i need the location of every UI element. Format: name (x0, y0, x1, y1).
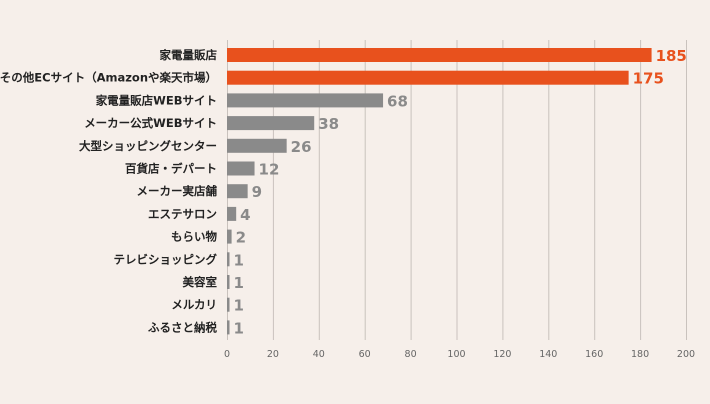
category-label: 美容室 (183, 275, 218, 289)
value-label: 1 (234, 319, 244, 337)
category-label: エステサロン (148, 207, 217, 221)
category-label: メルカリ (171, 298, 217, 312)
x-tick-label: 100 (447, 349, 465, 360)
x-tick-label: 40 (313, 349, 325, 360)
bar-4 (227, 116, 315, 131)
x-tick-label: 140 (539, 349, 557, 360)
bar-2 (227, 70, 629, 85)
category-label: メーカー公式WEBサイト (84, 116, 217, 130)
x-tick-label: 0 (224, 349, 230, 360)
category-label: 家電量販店WEBサイト (96, 93, 217, 107)
bars: 家電量販店 185 その他ECサイト（Amazonや楽天市場） 175 家電量販店WEB… (0, 47, 687, 337)
x-tick-label: 180 (631, 349, 649, 360)
value-label: 38 (318, 115, 339, 133)
x-axis-ticks: 0 20 40 60 80 100 120 140 160 180 200 (224, 349, 695, 360)
x-tick-label: 80 (405, 349, 417, 360)
category-label: その他ECサイト（Amazonや楽天市場） (0, 71, 217, 85)
value-label: 175 (633, 70, 664, 88)
value-label: 1 (234, 297, 244, 315)
bar-6 (227, 161, 255, 176)
gridlines (227, 40, 687, 340)
bar-3 (227, 93, 384, 108)
category-label: 家電量販店 (160, 48, 218, 62)
bar-8 (227, 206, 237, 221)
category-label: メーカー実店舗 (137, 184, 218, 198)
category-label: 百貨店・デパート (125, 162, 217, 176)
value-label: 26 (291, 138, 312, 156)
bar-7 (227, 184, 248, 199)
bar-1 (227, 48, 652, 62)
value-label: 2 (236, 229, 246, 247)
x-tick-label: 120 (493, 349, 511, 360)
x-tick-label: 160 (585, 349, 603, 360)
x-tick-label: 20 (267, 349, 279, 360)
category-label: もらい物 (171, 230, 217, 244)
category-label: ふるさと納税 (148, 320, 217, 334)
bar-10 (227, 252, 230, 267)
value-label: 1 (234, 251, 244, 269)
value-label: 185 (656, 47, 687, 65)
bar-9 (227, 229, 232, 244)
x-tick-label: 60 (359, 349, 371, 360)
category-label: テレビショッピング (114, 252, 218, 266)
category-label: 大型ショッピングセンター (79, 139, 217, 153)
value-label: 4 (240, 206, 250, 224)
value-label: 12 (259, 161, 280, 179)
value-label: 1 (234, 274, 244, 292)
x-tick-label: 200 (677, 349, 695, 360)
value-label: 68 (387, 92, 408, 110)
value-label: 9 (252, 183, 262, 201)
bar-13 (227, 320, 230, 335)
bar-5 (227, 138, 287, 153)
bar-11 (227, 275, 230, 289)
bar-12 (227, 297, 230, 312)
